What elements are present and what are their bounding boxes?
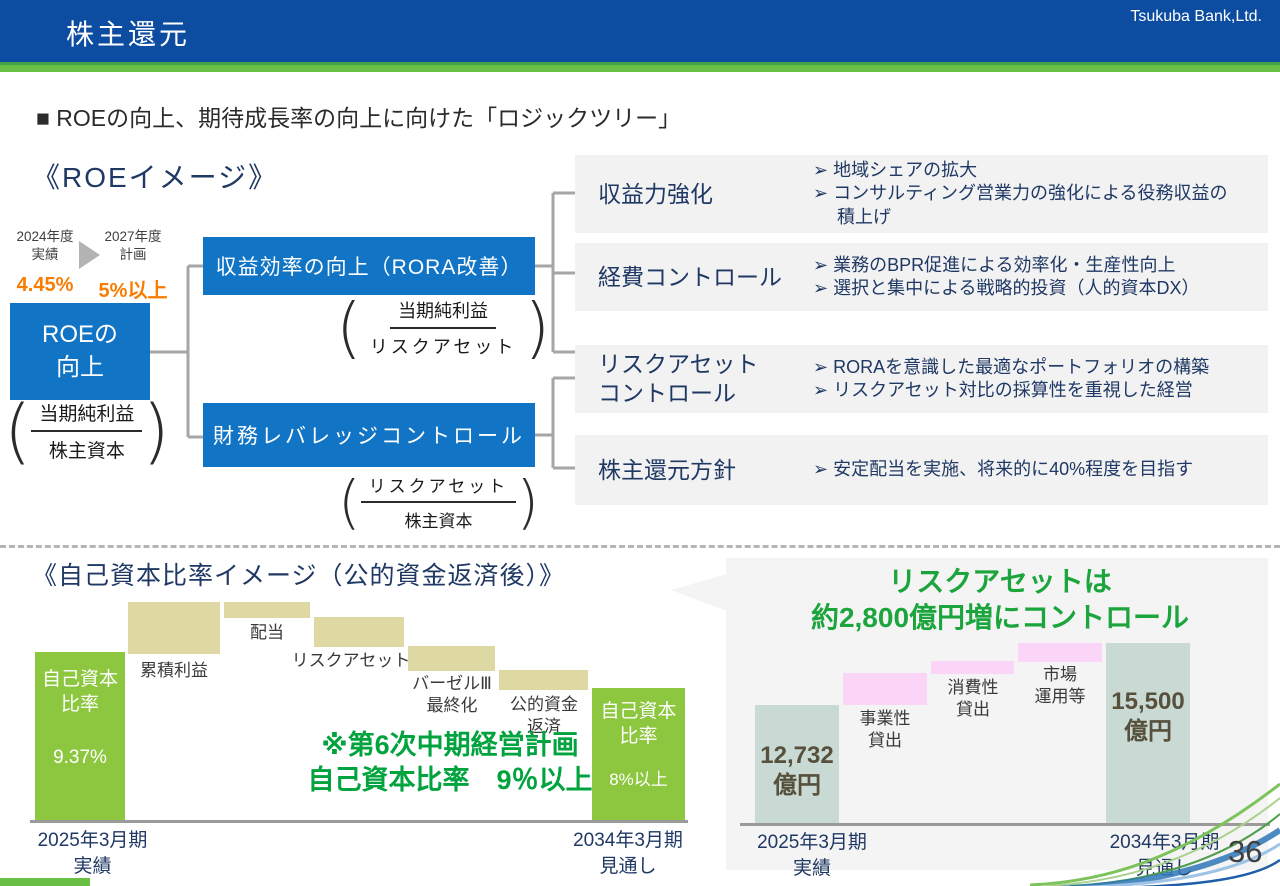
paren-left: (: [338, 467, 361, 536]
capital-step-bar: [224, 602, 310, 618]
branch-box-rora: 収益効率の向上（RORA改善）: [203, 237, 535, 295]
period-to-label: 2027年度 計画: [104, 229, 162, 263]
x-axis-label: 2034年3月期 見通し: [573, 830, 683, 877]
bar-value: 9.37%: [53, 747, 107, 769]
panel-pointer-triangle: [671, 574, 727, 611]
paren-right: ): [524, 289, 551, 367]
fraction-numerator: リスクアセット: [360, 472, 517, 503]
bar-value: 12,732 億円: [760, 742, 834, 799]
paren-left: (: [336, 289, 362, 367]
risk-step-bar: [843, 673, 927, 705]
midterm-plan-note: ※第6次中期経営計画 自己資本比率 9％以上: [307, 730, 593, 796]
fraction-denominator: リスクアセット: [369, 337, 517, 357]
x-axis-line: [740, 823, 1270, 826]
bullet-item: ➢ コンサルティング営業力の強化による役務収益の積上げ: [813, 183, 1228, 227]
strategy-title: 株主還元方針: [598, 456, 736, 483]
risk-end-bar: 15,500 億円: [1106, 643, 1190, 823]
capital-step-bar: [128, 602, 220, 654]
x-axis-label: 2025年3月期 実績: [37, 830, 148, 877]
bullet-item: ➢ RORAを意識した最適なポートフォリオの構築: [813, 356, 1210, 377]
capital-chart-heading: 《自己資本比率イメージ（公的資金返済後）》: [32, 562, 566, 590]
period-from-value: 4.45%: [16, 274, 74, 296]
strategy-row-shareholder-return: 株主還元方針 ➢ 安定配当を実施、将来的に40%程度を目指す: [575, 435, 1268, 505]
risk-asset-title: リスクアセットは 約2,800億円増にコントロール: [810, 566, 1190, 634]
risk-start-bar: 12,732 億円: [755, 705, 839, 823]
leverage-fraction: ( リスクアセット 株主資本 ): [338, 472, 539, 532]
capital-end-bar: 自己資本 比率 8%以上: [592, 688, 685, 822]
right-arrow-icon: [79, 241, 100, 269]
page-number: 36: [1228, 834, 1263, 869]
strategy-row-risk-asset: リスクアセット コントロール ➢ RORAを意識した最適なポートフォリオの構築 …: [575, 345, 1268, 413]
bar-label: 自己資本 比率: [600, 701, 677, 747]
fraction-numerator: 当期純利益: [31, 399, 143, 432]
strategy-bullets: ➢ 安定配当を実施、将来的に40%程度を目指す: [793, 458, 1230, 481]
capital-step-bar: [499, 670, 588, 690]
step-label: 配当: [250, 623, 284, 642]
strategy-bullets: ➢ 業務のBPR促進による効率化・生産性向上 ➢ 選択と集中による戦略的投資（人…: [793, 254, 1230, 300]
strategy-title: リスクアセット コントロール: [598, 351, 759, 406]
strategy-title: 収益力強化: [598, 180, 713, 207]
period-from-label: 2024年度 実績: [16, 229, 74, 263]
capital-step-bar: [408, 646, 495, 671]
bar-value: 8%以上: [609, 770, 668, 790]
bottom-left-accent-strip: [0, 878, 90, 886]
x-axis-line: [30, 820, 688, 823]
bar-label: 自己資本 比率: [41, 669, 118, 715]
section-heading: ■ ROEの向上、期待成長率の向上に向けた「ロジックツリー」: [36, 105, 682, 131]
period-to-value: 5%以上: [98, 280, 168, 302]
rora-fraction: ( 当期純利益 リスクアセット ): [336, 289, 551, 367]
step-label: 事業性 貸出: [859, 709, 911, 751]
bullet-item: ➢ 業務のBPR促進による効率化・生産性向上: [813, 254, 1176, 275]
step-label: 累積利益: [140, 661, 208, 680]
bullet-item: ➢ リスクアセット対比の採算性を重視した経営: [813, 380, 1193, 400]
fraction-denominator: 株主資本: [404, 512, 473, 531]
bullet-item: ➢ 地域シェアの拡大: [813, 160, 978, 181]
roe-root-box: ROEの 向上: [10, 303, 150, 400]
roe-image-heading: 《ROEイメージ》: [32, 162, 279, 193]
header-bar: 株主還元 Tsukuba Bank,Ltd.: [0, 0, 1280, 62]
step-label: 市場 運用等: [1034, 665, 1086, 707]
x-axis-label: 2025年3月期 実績: [757, 832, 867, 879]
fraction-numerator: 当期純利益: [390, 297, 497, 329]
roe-fraction: ( 当期純利益 株主資本 ): [4, 389, 170, 472]
risk-step-bar: [931, 661, 1014, 674]
corner-swoosh-decoration: [1030, 782, 1280, 886]
step-label: バーゼルⅢ 最終化: [412, 674, 492, 716]
paren-right: ): [142, 389, 170, 472]
bullet-item: ➢ 選択と集中による戦略的投資（人的資本DX）: [813, 278, 1200, 298]
strategy-bullets: ➢ 地域シェアの拡大 ➢ コンサルティング営業力の強化による役務収益の積上げ: [793, 159, 1230, 228]
page-title: 株主還元: [66, 19, 191, 50]
capital-start-bar: 自己資本 比率 9.37%: [35, 652, 125, 822]
header-accent-line: [0, 62, 1280, 72]
step-label: 公的資金 返済: [510, 695, 578, 737]
strategy-row-revenue: 収益力強化 ➢ 地域シェアの拡大 ➢ コンサルティング営業力の強化による役務収益…: [575, 155, 1268, 233]
dashed-divider: [0, 545, 1280, 548]
bullet-item: ➢ 安定配当を実施、将来的に40%程度を目指す: [813, 459, 1194, 480]
step-label: 消費性 貸出: [947, 678, 999, 720]
risk-step-bar: [1018, 643, 1102, 662]
fraction-body: 当期純利益 リスクアセット: [362, 297, 525, 359]
paren-right: ): [516, 467, 539, 536]
fraction-body: 当期純利益 株主資本: [31, 399, 143, 463]
strategy-title: 経費コントロール: [598, 263, 782, 290]
capital-step-bar: [314, 617, 404, 647]
step-label: リスクアセット: [291, 651, 411, 670]
strategy-bullets: ➢ RORAを意識した最適なポートフォリオの構築 ➢ リスクアセット対比の採算性…: [793, 356, 1230, 402]
strategy-row-expense: 経費コントロール ➢ 業務のBPR促進による効率化・生産性向上 ➢ 選択と集中に…: [575, 243, 1268, 311]
company-name: Tsukuba Bank,Ltd.: [1130, 8, 1262, 25]
fraction-body: リスクアセット 株主資本: [360, 472, 517, 532]
x-axis-label: 2034年3月期 見通し: [1109, 832, 1220, 879]
branch-box-leverage: 財務レバレッジコントロール: [203, 403, 535, 467]
bar-value: 15,500 億円: [1111, 688, 1185, 745]
fraction-denominator: 株主資本: [48, 441, 125, 462]
paren-left: (: [4, 389, 32, 472]
